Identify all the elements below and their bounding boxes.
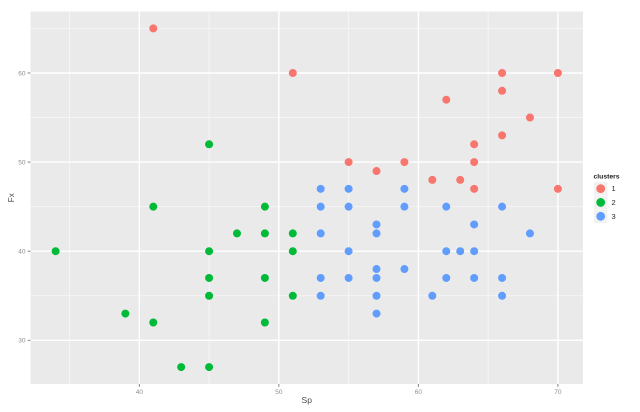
svg-text:3: 3 [612,212,616,221]
svg-text:70: 70 [554,389,562,396]
svg-text:Fx: Fx [7,193,16,202]
svg-text:40: 40 [136,389,144,396]
svg-text:50: 50 [18,160,26,167]
svg-text:30: 30 [18,338,26,345]
svg-text:60: 60 [18,70,26,77]
svg-text:40: 40 [18,249,26,256]
svg-text:clusters: clusters [594,173,620,180]
svg-text:1: 1 [612,184,616,193]
svg-text:2: 2 [612,198,616,207]
svg-text:60: 60 [415,389,423,396]
svg-text:50: 50 [275,389,283,396]
svg-text:Sp: Sp [302,395,313,405]
